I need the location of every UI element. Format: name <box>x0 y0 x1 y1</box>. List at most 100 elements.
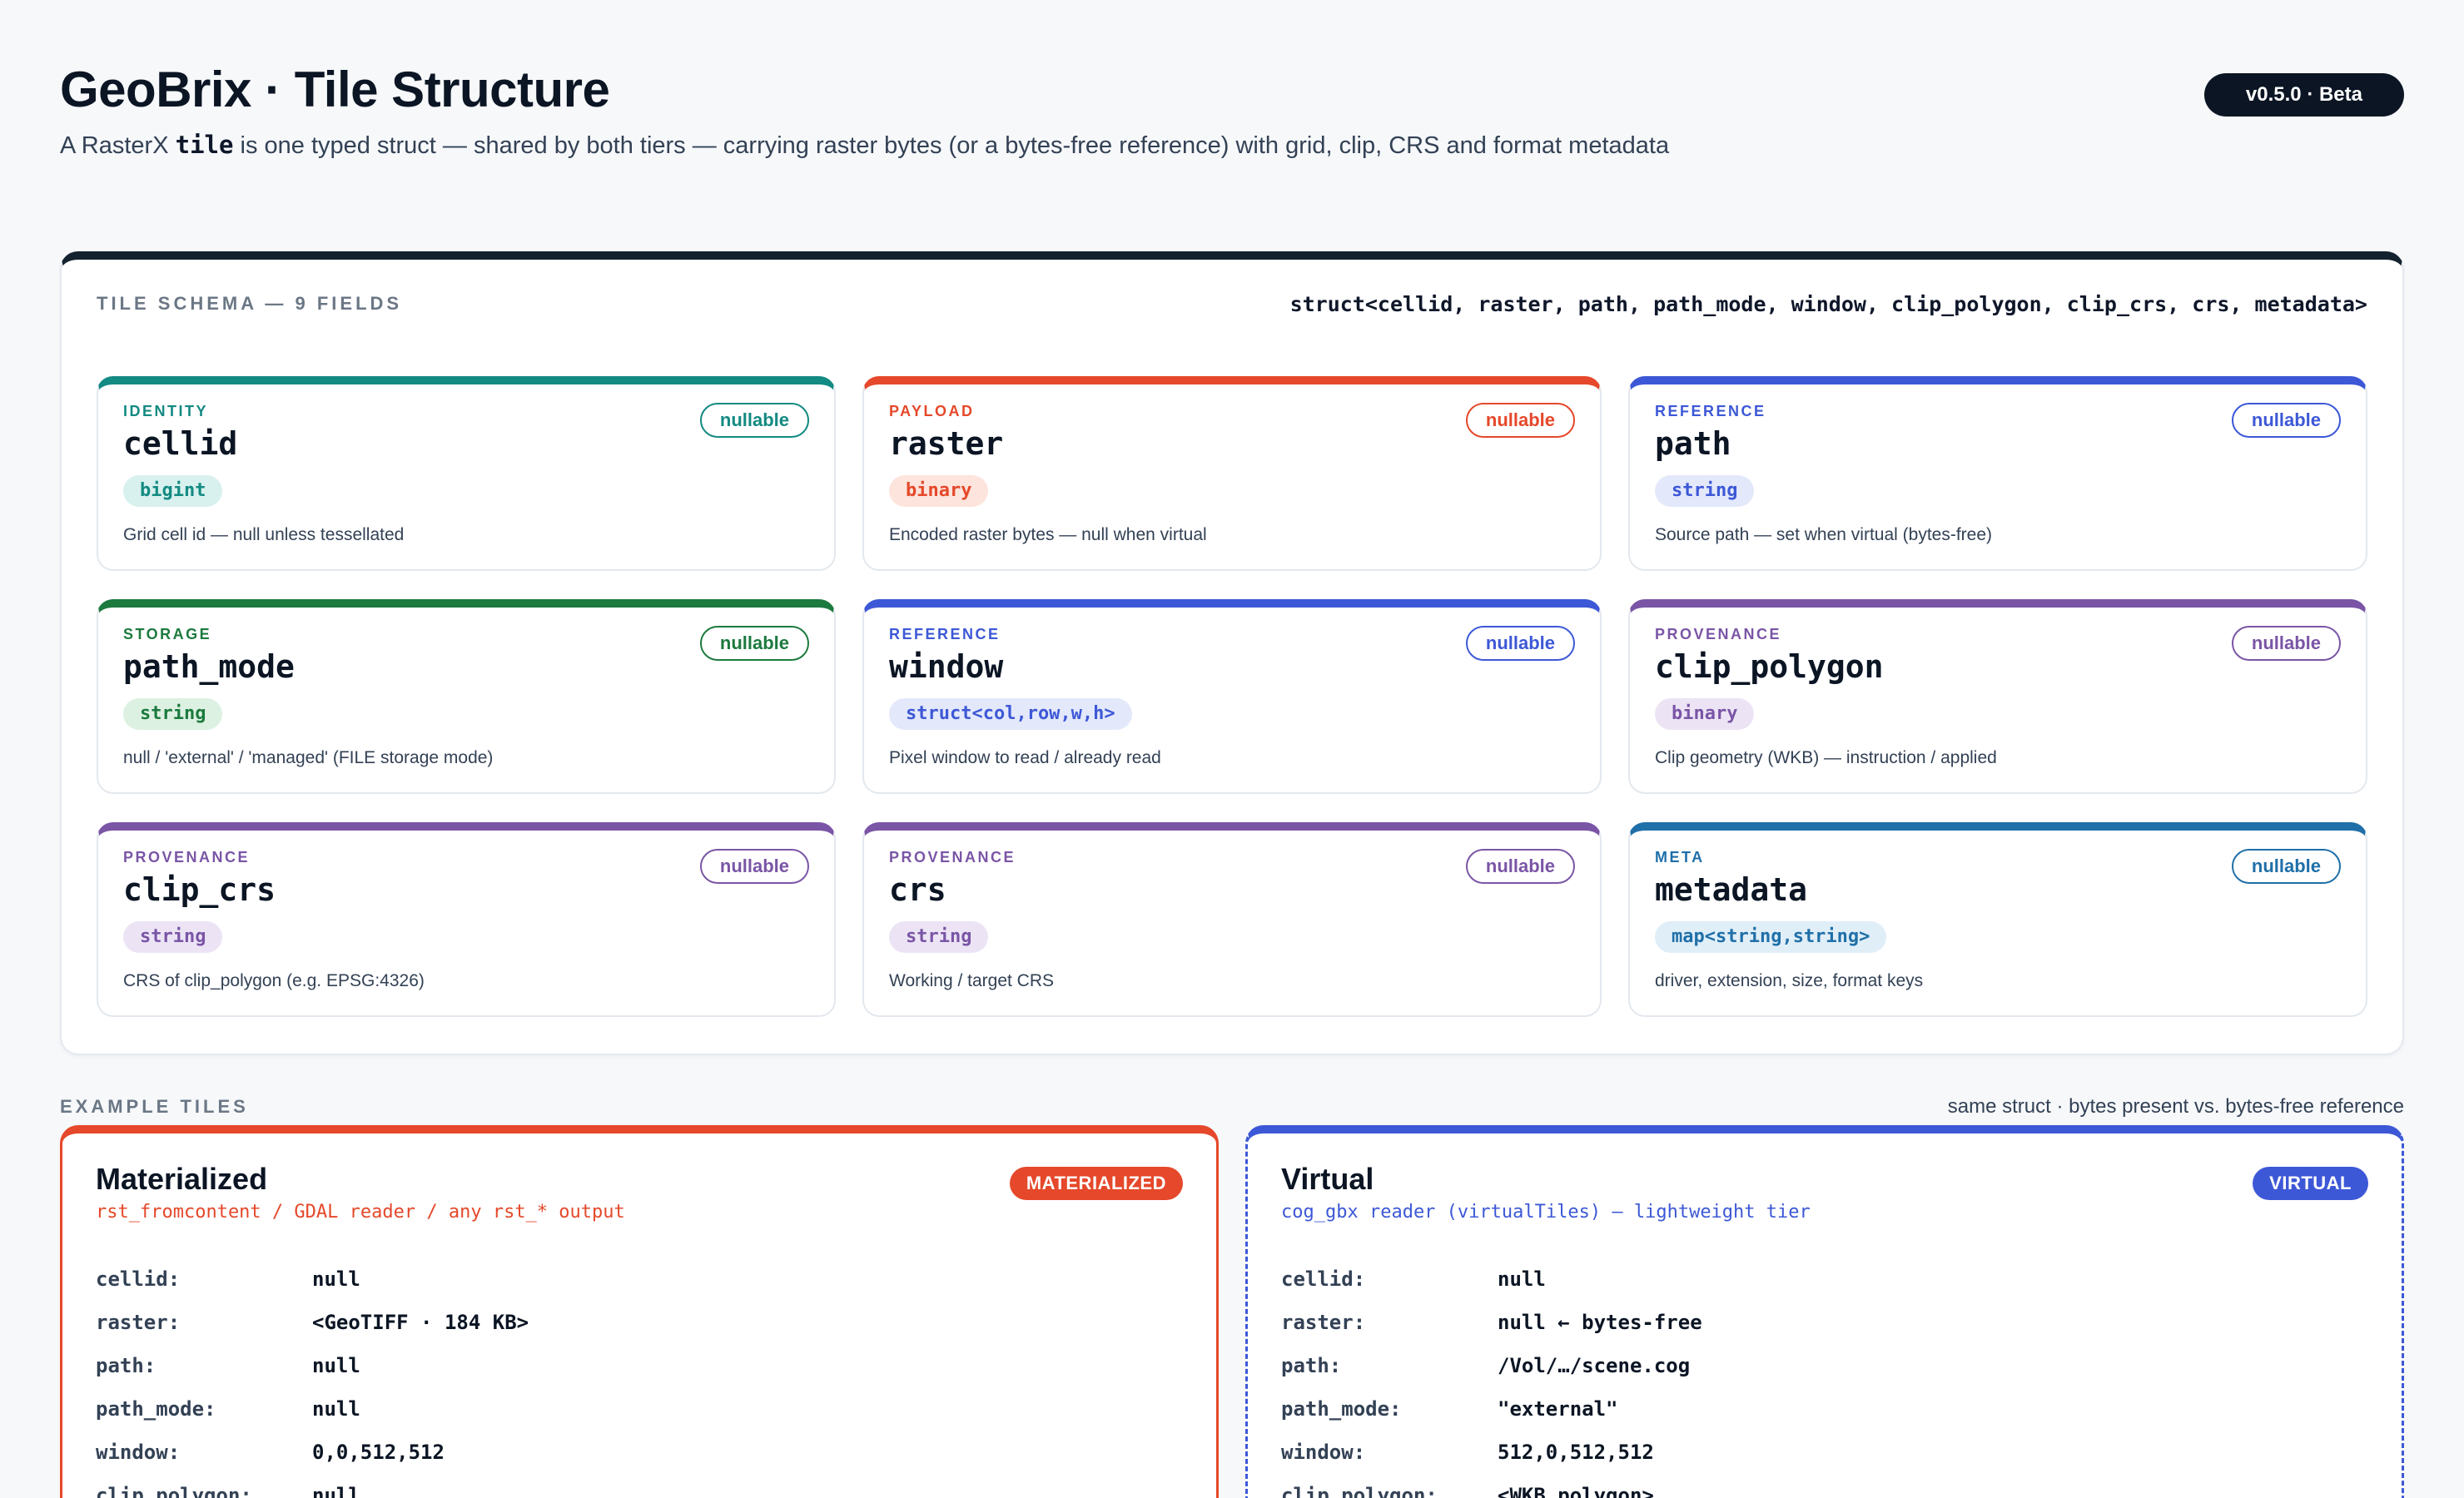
example-subtitle: cog_gbx reader (virtualTiles) — lightwei… <box>1281 1202 1811 1223</box>
field-type-badge: string <box>1655 475 1755 507</box>
kv-value: 0,0,512,512 <box>312 1441 445 1464</box>
kv-row: cellid: null <box>96 1257 1183 1301</box>
kv-key: path_mode: <box>1281 1397 1402 1421</box>
schema-header: TILE SCHEMA — 9 FIELDS struct<cellid, ra… <box>97 291 2367 316</box>
nullable-badge: nullable <box>699 849 809 884</box>
nullable-badge: nullable <box>1465 626 1575 661</box>
tile-values: cellid: null raster: <GeoTIFF · 184 KB> pa… <box>96 1257 1183 1498</box>
kv-key: window: <box>1281 1441 1366 1464</box>
field-description: Encoded raster bytes — null when virtual <box>889 525 1207 544</box>
virtual-badge: VIRTUAL <box>2253 1167 2368 1200</box>
kv-value: /Vol/…/scene.cog <box>1498 1354 1691 1377</box>
kv-value: "external" <box>1498 1397 1618 1421</box>
tile-schema-panel: TILE SCHEMA — 9 FIELDS struct<cellid, ra… <box>60 251 2404 1055</box>
field-description: Pixel window to read / already read <box>889 748 1161 767</box>
materialized-tile-card: Materialized rst_fromcontent / GDAL read… <box>60 1125 1219 1498</box>
field-description: Source path — set when virtual (bytes-fr… <box>1655 525 1993 544</box>
kv-value: null ← bytes-free <box>1498 1311 1702 1334</box>
example-tiles-label: EXAMPLE TILES <box>60 1096 249 1117</box>
field-type-badge: bigint <box>123 475 223 507</box>
kv-value: null <box>312 1267 360 1291</box>
kv-value: 512,0,512,512 <box>1498 1441 1654 1464</box>
field-name: cellid <box>123 425 238 462</box>
kv-row: path_mode: "external" <box>1281 1387 2368 1431</box>
kv-value: null <box>312 1397 360 1421</box>
example-subtitle: rst_fromcontent / GDAL reader / any rst_… <box>96 1202 625 1223</box>
kv-key: path: <box>96 1354 156 1377</box>
kv-value: null <box>312 1484 360 1498</box>
schema-signature: struct<cellid, raster, path, path_mode, … <box>1289 291 2367 316</box>
schema-label: TILE SCHEMA — 9 FIELDS <box>97 293 403 314</box>
field-name: clip_polygon <box>1655 648 1884 685</box>
field-category: REFERENCE <box>1655 403 1766 419</box>
field-type-badge: string <box>889 921 989 953</box>
field-category: REFERENCE <box>889 626 1001 642</box>
field-card-clip-crs: PROVENANCE clip_crs string CRS of clip_p… <box>97 822 836 1017</box>
kv-row: cellid: null <box>1281 1257 2368 1301</box>
kv-row: window: 0,0,512,512 <box>96 1431 1183 1474</box>
kv-key: path_mode: <box>96 1397 216 1421</box>
nullable-badge: nullable <box>699 403 809 438</box>
subtitle-text-end: is one typed struct — shared by both tie… <box>233 132 1670 159</box>
kv-value: <GeoTIFF · 184 KB> <box>312 1311 529 1334</box>
field-grid: IDENTITY cellid bigint Grid cell id — nu… <box>97 376 2367 1017</box>
field-type-badge: binary <box>1655 698 1755 730</box>
nullable-badge: nullable <box>1465 403 1575 438</box>
page-subtitle: A RasterX tile is one typed struct — sha… <box>60 128 2404 162</box>
kv-key: raster: <box>96 1311 181 1334</box>
nullable-badge: nullable <box>2231 626 2341 661</box>
kv-key: path: <box>1281 1354 1342 1377</box>
example-title: Materialized <box>96 1162 268 1196</box>
kv-value: null <box>1498 1267 1546 1291</box>
kv-row: raster: <GeoTIFF · 184 KB> <box>96 1301 1183 1344</box>
field-name: path_mode <box>123 648 295 685</box>
nullable-badge: nullable <box>699 626 809 661</box>
field-type-badge: string <box>123 921 223 953</box>
field-category: PROVENANCE <box>889 849 1016 866</box>
field-category: PAYLOAD <box>889 403 975 419</box>
kv-row: clip_polygon: null <box>96 1474 1183 1498</box>
version-badge: v0.5.0 · Beta <box>2203 73 2404 117</box>
kv-row: path: /Vol/…/scene.cog <box>1281 1344 2368 1387</box>
field-category: STORAGE <box>123 626 212 642</box>
kv-row: clip_polygon: <WKB polygon> <box>1281 1474 2368 1498</box>
example-title: Virtual <box>1281 1162 1374 1196</box>
nullable-badge: nullable <box>2231 403 2341 438</box>
field-category: IDENTITY <box>123 403 209 419</box>
materialized-badge: MATERIALIZED <box>1009 1167 1183 1200</box>
field-category: META <box>1655 849 1705 866</box>
field-card-metadata: META metadata map<string,string> driver,… <box>1628 822 2367 1017</box>
field-card-window: REFERENCE window struct<col,row,w,h> Pix… <box>862 599 1602 794</box>
nullable-badge: nullable <box>1465 849 1575 884</box>
field-card-path-mode: STORAGE path_mode string null / 'externa… <box>97 599 836 794</box>
kv-key: cellid: <box>96 1267 181 1291</box>
example-tiles-header: EXAMPLE TILES same struct · bytes presen… <box>60 1095 2404 1119</box>
page-header: GeoBrix · Tile Structure A RasterX tile … <box>60 58 2404 175</box>
field-description: Working / target CRS <box>889 971 1055 990</box>
field-name: clip_crs <box>123 871 276 908</box>
field-type-badge: string <box>123 698 223 730</box>
field-category: PROVENANCE <box>1655 626 1782 642</box>
field-name: crs <box>889 871 946 908</box>
kv-key: cellid: <box>1281 1267 1366 1291</box>
field-type-badge: binary <box>889 475 989 507</box>
field-category: PROVENANCE <box>123 849 251 866</box>
field-card-clip-polygon: PROVENANCE clip_polygon binary Clip geom… <box>1628 599 2367 794</box>
field-description: Grid cell id — null unless tessellated <box>123 525 405 544</box>
field-name: raster <box>889 425 1004 462</box>
field-card-cellid: IDENTITY cellid bigint Grid cell id — nu… <box>97 376 836 571</box>
field-name: metadata <box>1655 871 1808 908</box>
kv-row: path_mode: null <box>96 1387 1183 1431</box>
field-name: window <box>889 648 1004 685</box>
tile-values: cellid: null raster: null ← bytes-free pat… <box>1281 1257 2368 1498</box>
kv-key: clip_polygon: <box>1281 1484 1438 1498</box>
field-card-crs: PROVENANCE crs string Working / target C… <box>862 822 1602 1017</box>
field-type-badge: map<string,string> <box>1655 921 1887 953</box>
example-tiles-note: same struct · bytes present vs. bytes-fr… <box>1947 1095 2404 1118</box>
field-description: Clip geometry (WKB) — instruction / appl… <box>1655 748 1997 767</box>
page-title: GeoBrix · Tile Structure <box>60 62 610 117</box>
field-type-badge: struct<col,row,w,h> <box>889 698 1132 730</box>
kv-key: window: <box>96 1441 181 1464</box>
virtual-tile-card: Virtual cog_gbx reader (virtualTiles) — … <box>1245 1125 2404 1498</box>
kv-row: raster: null ← bytes-free <box>1281 1301 2368 1344</box>
